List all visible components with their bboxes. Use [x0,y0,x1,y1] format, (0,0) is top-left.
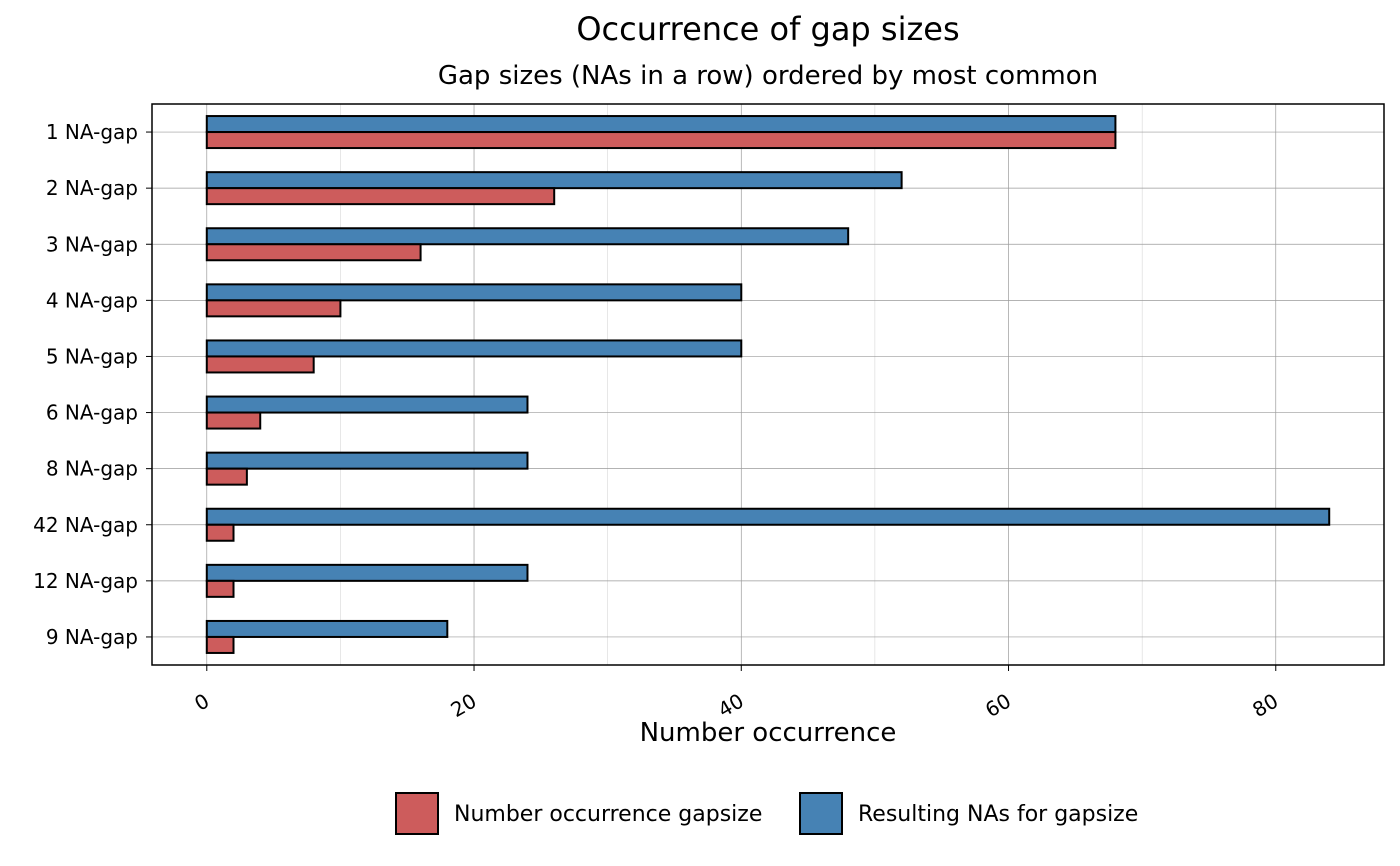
bar-number-occurrence [205,187,556,206]
x-tick-label: 80 [1248,689,1282,723]
bar-resulting-nas [205,507,1331,526]
bar-resulting-nas [205,227,850,246]
legend-key [799,792,843,835]
bar-number-occurrence [205,131,1117,150]
y-tick-label: 8 NA-gap [46,457,138,481]
bar-number-occurrence [205,299,342,318]
bar-resulting-nas [205,451,529,470]
x-tick-label: 60 [981,689,1015,723]
bar-number-occurrence [205,411,262,430]
bar-resulting-nas [205,115,1117,134]
x-axis: 0 20 40 60 80 [190,665,1282,722]
bar-resulting-nas [205,563,529,582]
x-tick-label: 0 [190,689,213,716]
bars [205,115,1331,654]
bar-resulting-nas [205,171,903,190]
bar-number-occurrence [205,467,248,486]
legend-key [395,792,439,835]
bar-resulting-nas [205,339,743,358]
y-tick-label: 12 NA-gap [33,569,138,593]
bar-number-occurrence [205,355,315,374]
plot-panel-border [151,103,1385,666]
legend-label: Resulting NAs for gapsize [858,802,1138,827]
bar-number-occurrence [205,523,235,542]
y-tick-label: 9 NA-gap [46,625,138,649]
chart-title: Occurrence of gap sizes [576,10,959,48]
bar-number-occurrence [205,635,235,654]
y-tick-label: 4 NA-gap [46,288,138,312]
x-axis-title: Number occurrence [640,718,897,748]
y-tick-label: 6 NA-gap [46,401,138,425]
y-axis: 1 NA-gap 2 NA-gap 3 NA-gap 4 NA-gap 5 NA-gap… [33,120,152,649]
chart-subtitle: Gap sizes (NAs in a row) ordered by most… [438,61,1098,91]
y-tick-label: 42 NA-gap [33,513,138,537]
y-tick-label: 5 NA-gap [46,344,138,368]
bar-resulting-nas [205,283,743,302]
y-tick-label: 1 NA-gap [46,120,138,144]
bar-resulting-nas [205,395,529,414]
y-tick-label: 2 NA-gap [46,176,138,200]
legend-label: Number occurrence gapsize [454,802,762,827]
bar-number-occurrence [205,243,422,262]
y-tick-label: 3 NA-gap [46,232,138,256]
bar-number-occurrence [205,579,235,598]
x-tick-label: 20 [446,689,480,723]
bar-resulting-nas [205,619,449,638]
legend: Number occurrence gapsize Resulting NAs f… [395,792,1138,835]
